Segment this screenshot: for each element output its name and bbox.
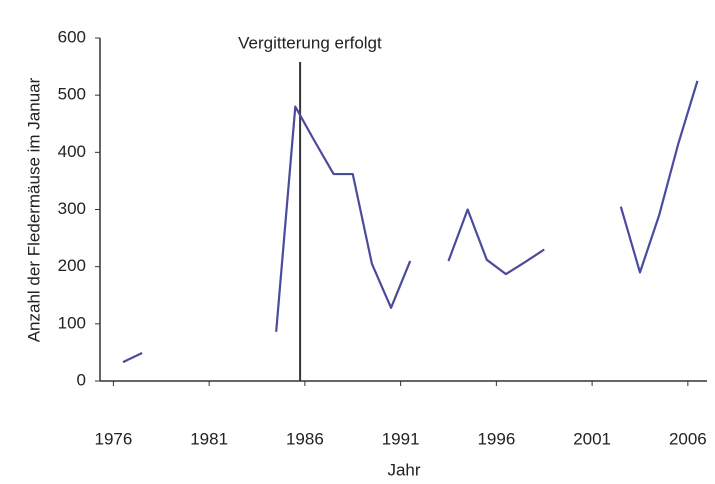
- y-tick-label: 200: [58, 256, 86, 275]
- x-tick-label: 2006: [669, 429, 707, 448]
- x-tick-label: 1986: [286, 429, 324, 448]
- x-tick-label: 1996: [477, 429, 515, 448]
- y-tick-label: 500: [58, 85, 86, 104]
- annotation-text: Vergitterung erfolgt: [238, 33, 382, 52]
- x-tick-label: 2001: [573, 429, 611, 448]
- y-tick-label: 600: [58, 27, 86, 46]
- y-tick-label: 400: [58, 142, 86, 161]
- x-tick-label: 1976: [94, 429, 132, 448]
- x-tick-label: 1991: [382, 429, 420, 448]
- x-axis-label: Jahr: [387, 460, 420, 479]
- y-tick-label: 0: [77, 370, 86, 389]
- y-tick-label: 100: [58, 313, 86, 332]
- line-series: [122, 80, 699, 364]
- y-axis-label: Anzahl der Fledermäuse im Januar: [24, 77, 43, 342]
- x-tick-label: 1981: [190, 429, 228, 448]
- y-tick-label: 300: [58, 199, 86, 218]
